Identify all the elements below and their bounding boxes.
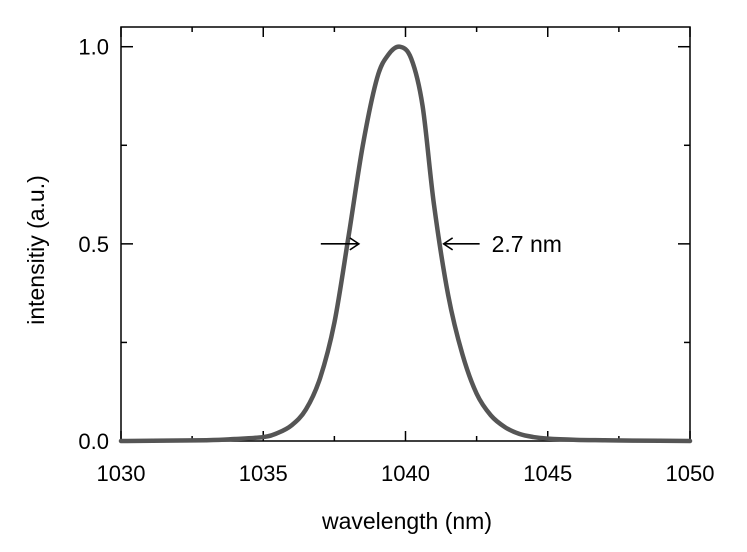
x-axis-title: wavelength (nm) <box>321 508 492 534</box>
fwhm-arrow-left-head <box>349 237 361 251</box>
y-tick-label: 0.5 <box>78 232 109 257</box>
x-tick-label: 1050 <box>666 461 715 486</box>
fwhm-arrow-right-head <box>442 237 454 251</box>
x-tick-label: 1035 <box>239 461 288 486</box>
x-tick-label: 1030 <box>97 461 146 486</box>
fwhm-annotation: 2.7 nm <box>320 231 562 257</box>
tick-labels: 1030 1035 1040 1045 1050 0.0 0.5 1.0 <box>78 35 714 486</box>
x-tick-label: 1040 <box>381 461 430 486</box>
axis-ticks <box>120 27 691 442</box>
y-tick-label: 1.0 <box>78 35 109 60</box>
fwhm-label: 2.7 nm <box>492 231 562 257</box>
y-axis-title: intensitiy (a.u.) <box>23 175 49 325</box>
series-line-spectrum <box>118 44 693 444</box>
plot-frame <box>120 26 691 442</box>
x-tick-label: 1045 <box>523 461 572 486</box>
y-tick-label: 0.0 <box>78 429 109 454</box>
